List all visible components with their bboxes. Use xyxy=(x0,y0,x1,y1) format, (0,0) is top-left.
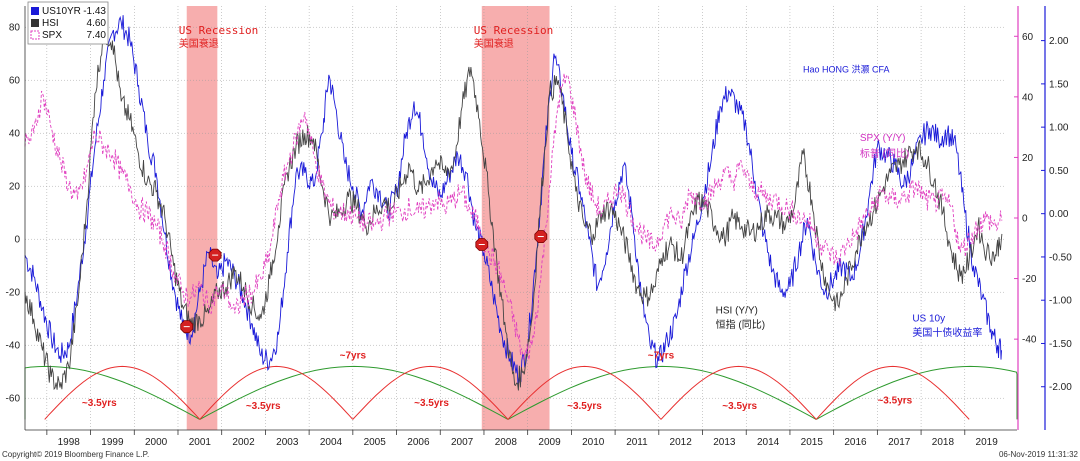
annotation: 恒指 (同比) xyxy=(716,318,765,331)
pink-axis-tick-label: 20 xyxy=(1022,153,1034,164)
recession-label: US Recession xyxy=(474,24,553,37)
left-axis-tick-label: -60 xyxy=(6,394,21,405)
legend-value: 7.40 xyxy=(87,30,107,41)
pink-axis-tick-label: 40 xyxy=(1022,92,1034,103)
recession-band xyxy=(481,6,550,430)
x-tick-label: 2004 xyxy=(320,437,343,448)
cycle-arc-3-5yr xyxy=(507,365,662,420)
cycle-arcs xyxy=(24,365,1018,420)
blue-axis-tick-label: 2.00 xyxy=(1049,36,1069,47)
legend-name: HSI xyxy=(42,18,59,29)
pink-axis-tick-label: 60 xyxy=(1022,32,1034,43)
markers xyxy=(180,230,548,334)
legend-name: SPX xyxy=(42,30,62,41)
x-tick-label: 2014 xyxy=(757,437,780,448)
blue-axis-tick-label: 1.50 xyxy=(1049,79,1069,90)
cycle-label-3-5yr: ~3.5yrs xyxy=(82,398,117,409)
left-axis-tick-label: 40 xyxy=(9,129,21,140)
blue-axis-tick-label: -1.00 xyxy=(1049,296,1072,307)
x-tick-label: 2000 xyxy=(145,437,168,448)
legend: US10YR -1.43 HSI 4.60 SPX 7.40 xyxy=(27,1,109,45)
cycle-label-7yr: ~7yrs xyxy=(340,350,367,361)
annotation: 美国十债收益率 xyxy=(912,326,982,339)
x-tick-label: 1998 xyxy=(58,437,81,448)
series-line-hsi xyxy=(24,22,1003,391)
annotation: 标普 (同比) xyxy=(860,147,909,160)
annotation: SPX (Y/Y) xyxy=(860,133,906,144)
left-axis-tick-label: 60 xyxy=(9,76,21,87)
legend-swatch xyxy=(31,7,39,15)
legend-swatch xyxy=(30,30,40,40)
cycle-arc-3-5yr xyxy=(815,365,970,420)
left-axis-tick-label: 80 xyxy=(9,23,21,34)
gridlines xyxy=(25,6,1005,430)
recession-band xyxy=(186,6,218,430)
left-axis-tick-label: -20 xyxy=(6,288,21,299)
x-tick-label: 2012 xyxy=(670,437,693,448)
x-tick-label: 2001 xyxy=(189,437,212,448)
blue-axis-tick-label: -1.50 xyxy=(1049,339,1072,350)
x-tick-label: 2002 xyxy=(232,437,255,448)
pink-axis-tick-label: -40 xyxy=(1022,335,1037,346)
cycle-arc-3-5yr xyxy=(44,365,201,420)
x-tick-label: 2013 xyxy=(713,437,736,448)
x-tick-label: 2006 xyxy=(407,437,430,448)
annotation: US 10y xyxy=(912,313,945,324)
left-axis-tick-label: 0 xyxy=(14,235,20,246)
cycle-label-3-5yr: ~3.5yrs xyxy=(567,401,602,412)
x-tick-label: 2008 xyxy=(495,437,518,448)
axes: 1998 1999 2000 2001 2002 2003 2004 2005 2006 2007… xyxy=(6,6,1072,448)
left-axis-tick-label: 20 xyxy=(9,182,21,193)
blue-axis-tick-label: -0.50 xyxy=(1049,252,1072,263)
x-tick-label: 2017 xyxy=(888,437,911,448)
left-axis-tick-label: -40 xyxy=(6,341,21,352)
blue-axis-tick-label: 0.50 xyxy=(1049,166,1069,177)
recession-bands xyxy=(186,6,550,430)
annotation: HSI (Y/Y) xyxy=(716,305,758,316)
recession-label-cn: 美国衰退 xyxy=(474,37,514,50)
legend-swatch xyxy=(31,19,39,27)
x-tick-label: 1999 xyxy=(101,437,124,448)
footer-copyright: Copyright© 2019 Bloomberg Finance L.P. xyxy=(2,450,149,459)
x-tick-label: 2010 xyxy=(582,437,605,448)
series-line-us10yr xyxy=(24,15,1003,385)
blue-axis-tick-label: 1.00 xyxy=(1049,123,1069,134)
cycle-arc-7yr xyxy=(815,365,1018,420)
legend-box xyxy=(27,1,109,45)
recession-label-cn: 美国衰退 xyxy=(179,37,219,50)
cycle-arc-3-5yr xyxy=(352,365,509,420)
x-tick-label: 2018 xyxy=(932,437,955,448)
annotation: Hao HONG 洪灏 CFA xyxy=(803,63,890,74)
x-tick-label: 2011 xyxy=(626,437,648,448)
x-tick-label: 2005 xyxy=(364,437,387,448)
cycle-label-3-5yr: ~3.5yrs xyxy=(877,396,912,407)
pink-axis-tick-label: 0 xyxy=(1022,214,1028,225)
pink-axis-tick-label: -20 xyxy=(1022,274,1037,285)
legend-name: US10YR xyxy=(42,6,81,17)
x-tick-label: 2019 xyxy=(976,437,999,448)
cycle-arc-7yr xyxy=(507,365,817,420)
cycle-label-3-5yr: ~3.5yrs xyxy=(414,398,449,409)
legend-value: -1.43 xyxy=(83,6,106,17)
cycle-label-3-5yr: ~3.5yrs xyxy=(246,401,281,412)
footer-timestamp: 06-Nov-2019 11:31:32 xyxy=(999,450,1079,459)
cycle-arc-7yr xyxy=(199,365,509,420)
x-tick-label: 2016 xyxy=(844,437,867,448)
recession-label: US Recession xyxy=(179,24,258,37)
x-tick-label: 2007 xyxy=(451,437,474,448)
x-tick-label: 2003 xyxy=(276,437,299,448)
cycle-arc-3-5yr xyxy=(199,365,354,420)
legend-value: 4.60 xyxy=(87,18,107,29)
blue-axis-tick-label: -2.00 xyxy=(1049,382,1072,393)
series-lines xyxy=(24,15,1003,391)
cycle-label-3-5yr: ~3.5yrs xyxy=(722,401,757,412)
blue-axis-tick-label: 0.00 xyxy=(1049,209,1069,220)
x-tick-label: 2009 xyxy=(538,437,561,448)
x-tick-label: 2015 xyxy=(801,437,824,448)
cycle-label-7yr: ~7yrs xyxy=(648,350,675,361)
cycle-arc-3-5yr xyxy=(660,365,817,420)
series-line-spx xyxy=(24,73,1003,360)
